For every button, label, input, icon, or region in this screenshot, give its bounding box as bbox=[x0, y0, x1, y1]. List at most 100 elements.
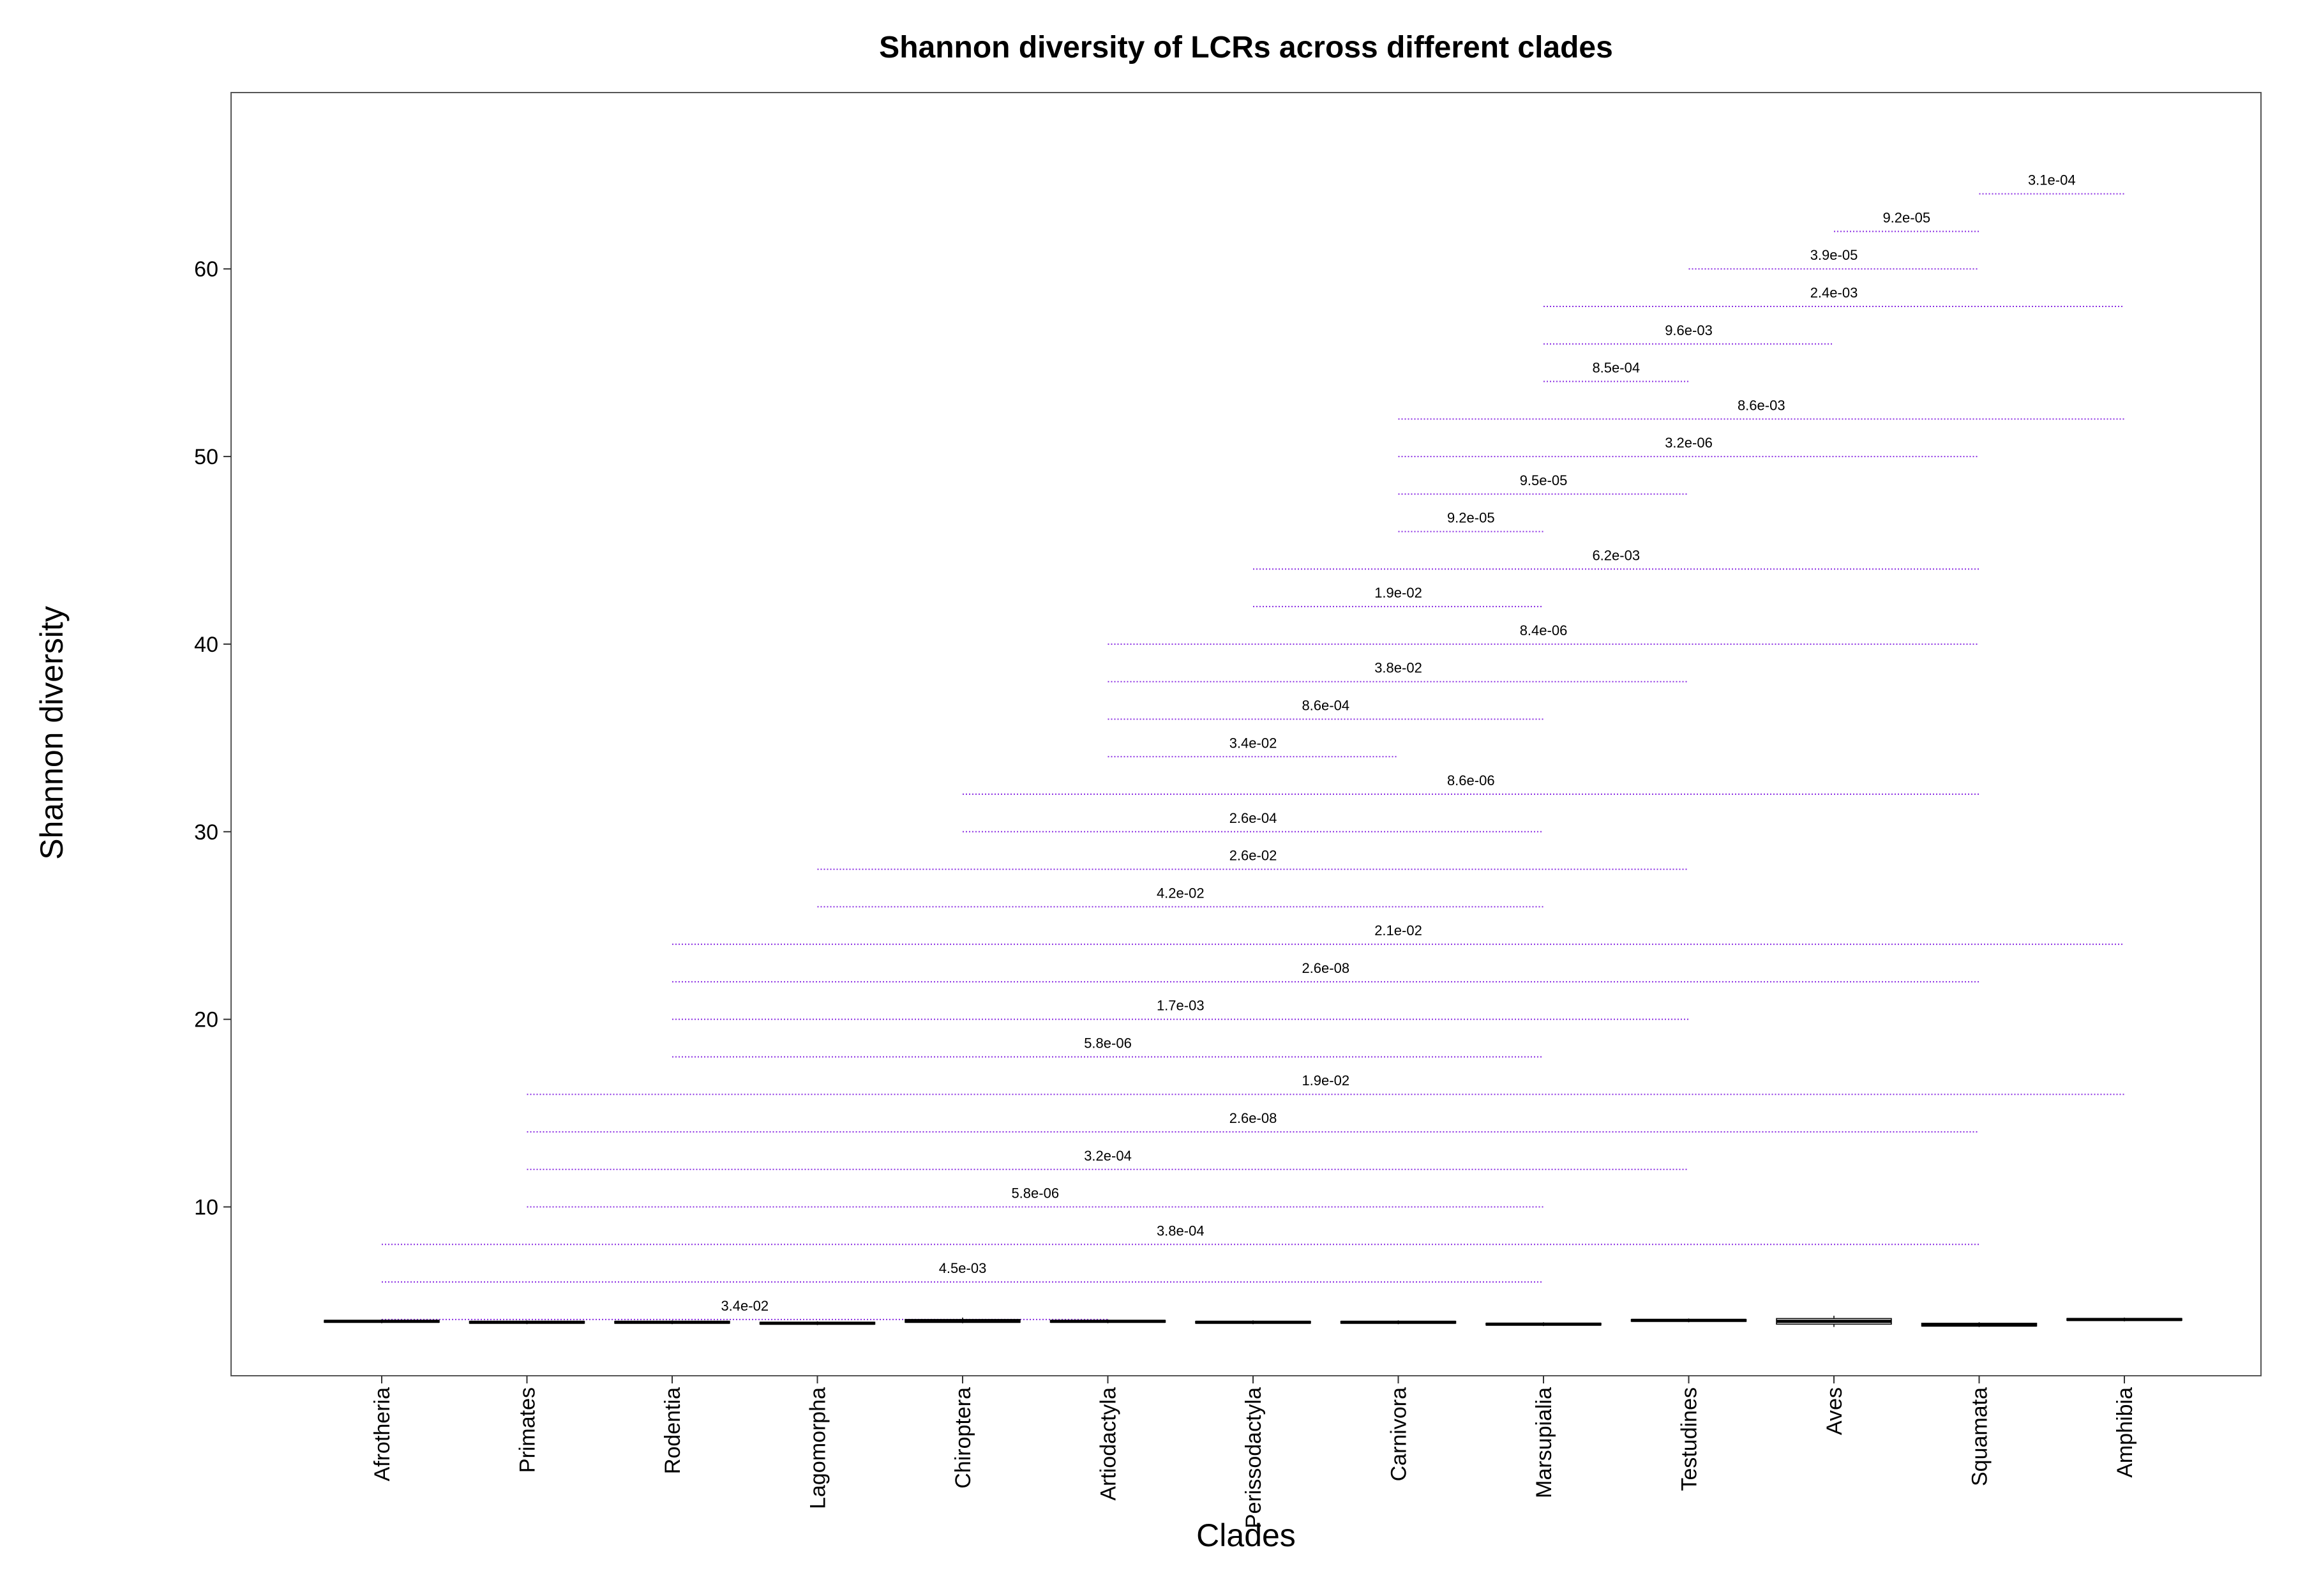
comparison-squamata-vs-amphibia: 3.1e-04 bbox=[1979, 172, 2124, 195]
comparison-chiroptera-vs-squamata: 8.6e-06 bbox=[963, 772, 1979, 795]
y-tick-label: 60 bbox=[194, 257, 218, 282]
p-value-label: 9.6e-03 bbox=[1665, 322, 1713, 338]
boxplot-artiodactyla bbox=[1049, 1319, 1166, 1323]
comparison-aves-vs-squamata: 9.2e-05 bbox=[1834, 209, 1979, 232]
x-axis-title: Clades bbox=[1196, 1517, 1296, 1553]
comparison-carnivora-vs-marsupialia: 9.2e-05 bbox=[1398, 510, 1543, 532]
boxplot-lagomorpha bbox=[759, 1321, 876, 1325]
p-value-label: 3.8e-04 bbox=[1157, 1223, 1205, 1238]
p-value-label: 2.6e-08 bbox=[1302, 960, 1349, 976]
p-value-label: 3.2e-06 bbox=[1665, 435, 1713, 451]
x-tick-label-marsupialia: Marsupialia bbox=[1532, 1387, 1556, 1498]
p-value-label: 3.1e-04 bbox=[2028, 172, 2076, 188]
chart-title: Shannon diversity of LCRs across differe… bbox=[879, 31, 1613, 64]
y-tick-label: 30 bbox=[194, 820, 218, 845]
comparison-carnivora-vs-squamata: 3.2e-06 bbox=[1398, 435, 1979, 458]
x-tick-label-rodentia: Rodentia bbox=[661, 1387, 685, 1474]
comparison-rodentia-vs-squamata: 2.6e-08 bbox=[672, 960, 1979, 982]
y-tick-label: 40 bbox=[194, 633, 218, 657]
p-value-label: 3.2e-04 bbox=[1084, 1148, 1132, 1164]
p-value-label: 2.6e-02 bbox=[1229, 848, 1277, 864]
p-value-label: 2.1e-02 bbox=[1374, 922, 1422, 938]
comparison-primates-vs-squamata: 2.6e-08 bbox=[527, 1110, 1979, 1133]
p-value-label: 5.8e-06 bbox=[1084, 1035, 1132, 1051]
x-tick-label-amphibia: Amphibia bbox=[2113, 1387, 2137, 1478]
comparison-marsupialia-vs-testudines: 8.5e-04 bbox=[1543, 360, 1689, 382]
comparison-artiodactyla-vs-testudines: 3.8e-02 bbox=[1108, 660, 1689, 682]
p-value-label: 2.6e-08 bbox=[1229, 1110, 1277, 1126]
comparison-rodentia-vs-marsupialia: 5.8e-06 bbox=[672, 1035, 1543, 1058]
comparison-primates-vs-marsupialia: 5.8e-06 bbox=[527, 1186, 1543, 1208]
p-value-label: 1.9e-02 bbox=[1374, 585, 1422, 601]
comparison-rodentia-vs-testudines: 1.7e-03 bbox=[672, 998, 1689, 1020]
plot-panel bbox=[230, 92, 2262, 1376]
p-value-label: 8.6e-03 bbox=[1738, 397, 1785, 413]
comparison-rodentia-vs-amphibia: 2.1e-02 bbox=[672, 922, 2124, 945]
y-tick-label: 10 bbox=[194, 1196, 218, 1220]
boxplot-afrotheria bbox=[324, 1319, 440, 1323]
p-value-label: 1.9e-02 bbox=[1302, 1073, 1349, 1088]
x-tick-label-squamata: Squamata bbox=[1968, 1387, 1992, 1486]
boxplot-carnivora bbox=[1340, 1320, 1457, 1325]
p-value-label: 4.2e-02 bbox=[1157, 885, 1205, 901]
p-value-label: 8.4e-06 bbox=[1520, 622, 1568, 638]
comparison-primates-vs-testudines: 3.2e-04 bbox=[527, 1148, 1689, 1170]
boxplot-amphibia bbox=[2066, 1317, 2182, 1321]
x-tick-label-chiroptera: Chiroptera bbox=[951, 1387, 975, 1489]
y-axis-title: Shannon diversity bbox=[34, 606, 70, 859]
x-tick-label-aves: Aves bbox=[1822, 1387, 1847, 1435]
boxplot-rodentia bbox=[614, 1320, 730, 1325]
comparison-afrotheria-vs-squamata: 3.8e-04 bbox=[382, 1223, 1979, 1246]
comparison-chiroptera-vs-marsupialia: 2.6e-04 bbox=[963, 810, 1543, 832]
comparison-brackets: 3.8e-04 4.5e-03 3.4e-02 1.9e-02 2.6e-08 3.2e-… bbox=[382, 172, 2124, 1320]
p-value-label: 3.8e-02 bbox=[1374, 660, 1422, 676]
p-value-label: 3.9e-05 bbox=[1810, 247, 1858, 263]
comparison-afrotheria-vs-marsupialia: 4.5e-03 bbox=[382, 1260, 1543, 1283]
comparison-perissodactyla-vs-squamata: 6.2e-03 bbox=[1253, 547, 1979, 570]
boxplot-chiroptera bbox=[905, 1317, 1021, 1323]
boxplot-primates bbox=[469, 1320, 585, 1325]
p-value-label: 9.2e-05 bbox=[1447, 510, 1495, 526]
comparison-primates-vs-amphibia: 1.9e-02 bbox=[527, 1073, 2124, 1095]
x-tick-label-perissodactyla: Perissodactyla bbox=[1242, 1387, 1266, 1528]
p-value-label: 2.6e-04 bbox=[1229, 810, 1277, 826]
p-value-label: 3.4e-02 bbox=[721, 1298, 769, 1314]
y-axis: 10 20 30 40 50 60 bbox=[194, 257, 231, 1220]
y-tick-label: 20 bbox=[194, 1008, 218, 1032]
p-value-label: 8.5e-04 bbox=[1592, 360, 1640, 376]
p-value-label: 8.6e-06 bbox=[1447, 772, 1495, 788]
x-tick-label-afrotheria: Afrotheria bbox=[370, 1387, 394, 1481]
boxplot-perissodactyla bbox=[1195, 1320, 1311, 1325]
p-value-label: 9.2e-05 bbox=[1882, 209, 1930, 225]
p-value-label: 6.2e-03 bbox=[1592, 547, 1640, 563]
comparison-carnivora-vs-amphibia: 8.6e-03 bbox=[1398, 397, 2124, 420]
comparison-afrotheria-vs-artiodactyla: 3.4e-02 bbox=[382, 1298, 1108, 1320]
comparison-artiodactyla-vs-carnivora: 3.4e-02 bbox=[1108, 735, 1399, 758]
x-tick-label-carnivora: Carnivora bbox=[1387, 1387, 1411, 1481]
p-value-label: 9.5e-05 bbox=[1520, 472, 1568, 488]
p-value-label: 1.7e-03 bbox=[1157, 998, 1205, 1014]
x-tick-label-primates: Primates bbox=[516, 1387, 540, 1473]
x-tick-label-artiodactyla: Artiodactyla bbox=[1097, 1387, 1121, 1501]
boxplot-squamata bbox=[1921, 1322, 2038, 1327]
comparison-lagomorpha-vs-marsupialia: 4.2e-02 bbox=[817, 885, 1543, 908]
boxplot-aves bbox=[1776, 1315, 1892, 1327]
p-value-label: 5.8e-06 bbox=[1011, 1186, 1059, 1201]
y-tick-label: 50 bbox=[194, 445, 218, 469]
boxplot-marsupialia bbox=[1485, 1322, 1602, 1327]
boxplots bbox=[324, 1315, 2182, 1327]
x-axis: Afrotheria Primates Rodentia Lagomorpha Chir… bbox=[370, 1376, 2137, 1528]
p-value-label: 3.4e-02 bbox=[1229, 735, 1277, 751]
comparison-perissodactyla-vs-marsupialia: 1.9e-02 bbox=[1253, 585, 1543, 608]
boxplot-testudines bbox=[1630, 1318, 1747, 1323]
comparison-artiodactyla-vs-squamata: 8.4e-06 bbox=[1108, 622, 1979, 645]
comparison-artiodactyla-vs-marsupialia: 8.6e-04 bbox=[1108, 697, 1543, 720]
p-value-label: 4.5e-03 bbox=[939, 1260, 987, 1276]
comparison-testudines-vs-squamata: 3.9e-05 bbox=[1688, 247, 1979, 270]
comparison-carnivora-vs-testudines: 9.5e-05 bbox=[1398, 472, 1689, 495]
comparison-marsupialia-vs-amphibia: 2.4e-03 bbox=[1543, 285, 2124, 307]
x-tick-label-lagomorpha: Lagomorpha bbox=[806, 1387, 830, 1509]
x-tick-label-testudines: Testudines bbox=[1678, 1387, 1702, 1491]
p-value-label: 2.4e-03 bbox=[1810, 285, 1858, 301]
